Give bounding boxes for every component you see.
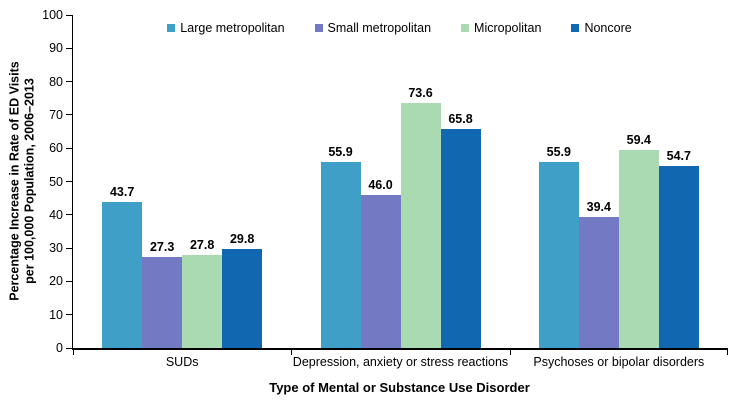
value-label: 39.4 [586, 199, 611, 214]
value-label: 54.7 [666, 148, 691, 163]
y-tick-label: 30 [49, 241, 63, 256]
legend-swatch [314, 24, 323, 32]
value-label: 65.8 [448, 111, 473, 126]
bar-micropolitan [400, 102, 441, 348]
bar-large-metropolitan [538, 161, 579, 348]
x-category-label: Depression, anxiety or stress reactions [292, 355, 509, 369]
legend-item-noncore: Noncore [571, 21, 632, 35]
value-label: 73.6 [408, 85, 433, 100]
value-label: 43.7 [109, 185, 135, 200]
value-label: 27.8 [189, 238, 215, 253]
y-tick-label: 50 [49, 174, 63, 189]
y-tick-label: 20 [49, 274, 63, 289]
legend-swatch [461, 24, 470, 32]
x-axis-tick [73, 350, 74, 355]
bar-noncore [222, 248, 263, 348]
legend-label: Small metropolitan [327, 21, 432, 35]
legend-item-micropolitan: Micropolitan [461, 21, 541, 35]
y-tick-label: 60 [49, 141, 63, 156]
y-axis-tick [66, 147, 72, 149]
y-tick-label: 70 [49, 107, 63, 122]
y-axis-title-line1: Percentage Increase in Rate of ED Visits [7, 61, 22, 301]
legend-item-large-metropolitan: Large metropolitan [167, 21, 285, 35]
chart-legend: Large metropolitan Small metropolitan Micr… [72, 21, 727, 35]
y-axis-tick [66, 314, 72, 316]
x-axis-tick [727, 350, 728, 355]
bar-small-metropolitan [142, 257, 183, 348]
legend-item-small-metropolitan: Small metropolitan [314, 21, 432, 35]
bar-small-metropolitan [578, 216, 619, 348]
x-category-label: Psychoses or bipolar disorders [533, 355, 705, 369]
value-label: 55.9 [328, 144, 353, 159]
legend-label: Micropolitan [474, 21, 542, 35]
bar-noncore [658, 165, 699, 348]
value-label: 27.3 [149, 240, 175, 255]
bar-large-metropolitan [320, 161, 361, 348]
plot-area: 0 10 20 30 40 50 60 70 80 90 100 43.7 27.3 27.8 29.8 SU… [42, 8, 728, 369]
y-tick-label: 10 [49, 307, 63, 322]
y-axis-tick [66, 114, 72, 116]
x-category-label: SUDs [165, 355, 199, 369]
bar-noncore [440, 128, 481, 348]
bar-small-metropolitan [360, 194, 401, 348]
y-tick-label: 100 [42, 8, 63, 22]
legend-swatch [167, 24, 176, 32]
y-axis-tick [66, 347, 72, 349]
x-axis-tick [291, 350, 292, 355]
value-label: 46.0 [368, 177, 393, 192]
value-label: 29.8 [229, 231, 255, 246]
y-tick-label: 80 [49, 74, 63, 89]
y-tick-label: 90 [49, 41, 63, 56]
y-tick-label: 0 [56, 341, 63, 355]
bar-micropolitan [618, 150, 659, 348]
x-axis-title: Type of Mental or Substance Use Disorder [269, 380, 530, 395]
y-axis-tick [66, 14, 72, 16]
legend-label: Noncore [584, 21, 632, 35]
legend-label: Large metropolitan [180, 21, 285, 35]
legend-swatch [571, 24, 580, 32]
value-label: 55.9 [546, 144, 571, 159]
y-axis-tick [66, 181, 72, 182]
value-label: 59.4 [626, 133, 651, 148]
y-axis-tick [66, 214, 72, 216]
bar-large-metropolitan [102, 202, 143, 348]
bar-micropolitan [182, 255, 223, 348]
y-axis-tick [66, 280, 72, 282]
x-axis-tick [510, 350, 511, 355]
y-axis-tick [66, 81, 72, 83]
y-tick-label: 40 [49, 207, 63, 222]
y-axis-tick [66, 247, 72, 249]
y-axis-tick [66, 47, 72, 49]
